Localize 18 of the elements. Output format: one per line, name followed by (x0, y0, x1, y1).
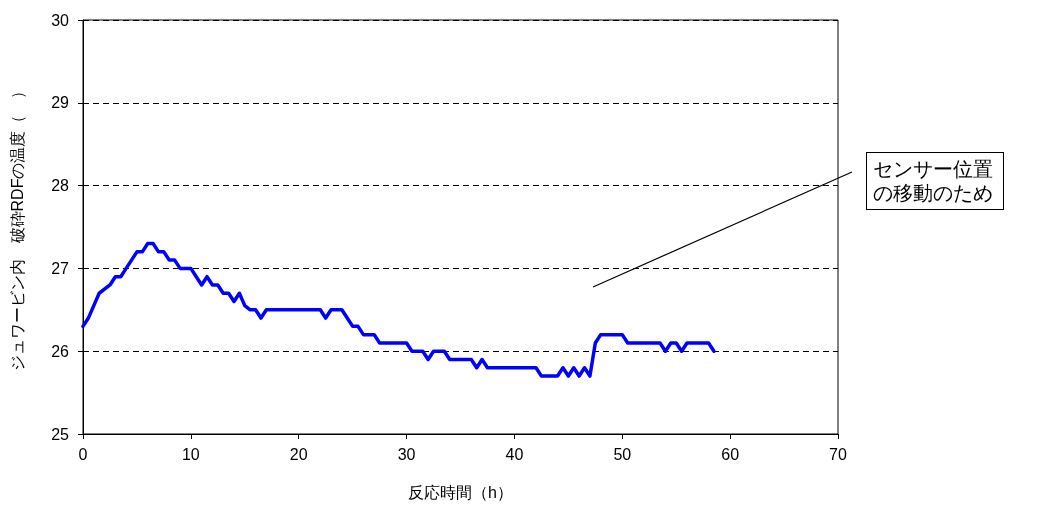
line-series (81, 241, 716, 378)
x-tick-label: 0 (78, 445, 88, 463)
x-tick-label: 10 (181, 445, 200, 463)
y-tick-label: 29 (51, 94, 70, 112)
text: センサー位置の移動のため (873, 158, 993, 204)
x-tick-label: 20 (289, 445, 308, 463)
x-tick-label: 30 (397, 445, 416, 463)
y-tick-label: 25 (51, 425, 70, 443)
y-tick-label: 26 (51, 342, 70, 360)
x-tick-label: 40 (505, 445, 524, 463)
x-axis-title: 反応時間（h） (408, 483, 513, 501)
y-tick-label: 27 (51, 259, 70, 277)
x-tick-label: 70 (829, 445, 847, 463)
y-axis-title: ジュワービン内 破砕RDFの温度（ ） (8, 82, 26, 372)
x-tick-label: 50 (613, 445, 632, 463)
x-tick-label: 60 (721, 445, 740, 463)
y-tick-label: 30 (51, 11, 70, 29)
y-tick-label: 28 (51, 177, 70, 195)
